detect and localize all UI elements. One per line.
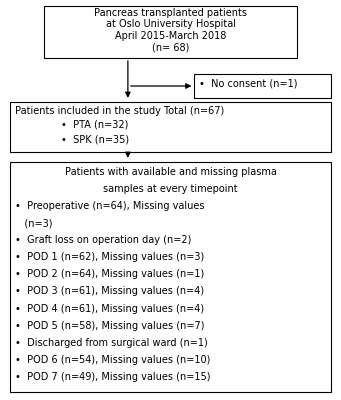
Text: Pancreas transplanted patients: Pancreas transplanted patients xyxy=(94,8,247,18)
Text: •  Preoperative (n=64), Missing values: • Preoperative (n=64), Missing values xyxy=(15,201,205,211)
Text: •  POD 7 (n=49), Missing values (n=15): • POD 7 (n=49), Missing values (n=15) xyxy=(15,372,211,382)
Text: •  POD 3 (n=61), Missing values (n=4): • POD 3 (n=61), Missing values (n=4) xyxy=(15,286,205,296)
Text: •  POD 6 (n=54), Missing values (n=10): • POD 6 (n=54), Missing values (n=10) xyxy=(15,355,211,365)
Text: April 2015-March 2018: April 2015-March 2018 xyxy=(115,31,226,41)
Text: (n=3): (n=3) xyxy=(15,218,53,228)
Text: •  Graft loss on operation day (n=2): • Graft loss on operation day (n=2) xyxy=(15,235,192,245)
Text: •  POD 2 (n=64), Missing values (n=1): • POD 2 (n=64), Missing values (n=1) xyxy=(15,270,205,280)
Text: •  PTA (n=32): • PTA (n=32) xyxy=(61,120,129,130)
Text: (n= 68): (n= 68) xyxy=(152,43,189,53)
Text: at Oslo University Hospital: at Oslo University Hospital xyxy=(105,20,236,30)
Text: Patients with available and missing plasma: Patients with available and missing plas… xyxy=(64,167,277,177)
FancyBboxPatch shape xyxy=(10,102,331,152)
Text: •  Discharged from surgical ward (n=1): • Discharged from surgical ward (n=1) xyxy=(15,338,208,348)
Text: •  SPK (n=35): • SPK (n=35) xyxy=(61,134,130,144)
FancyBboxPatch shape xyxy=(194,74,331,98)
Text: •  POD 4 (n=61), Missing values (n=4): • POD 4 (n=61), Missing values (n=4) xyxy=(15,304,205,314)
Text: •  POD 1 (n=62), Missing values (n=3): • POD 1 (n=62), Missing values (n=3) xyxy=(15,252,205,262)
Text: Patients included in the study Total (n=67): Patients included in the study Total (n=… xyxy=(15,106,225,116)
Text: •  POD 5 (n=58), Missing values (n=7): • POD 5 (n=58), Missing values (n=7) xyxy=(15,320,205,330)
Text: samples at every timepoint: samples at every timepoint xyxy=(103,184,238,194)
FancyBboxPatch shape xyxy=(10,162,331,392)
FancyBboxPatch shape xyxy=(44,6,297,58)
Text: •  No consent (n=1): • No consent (n=1) xyxy=(199,78,298,89)
